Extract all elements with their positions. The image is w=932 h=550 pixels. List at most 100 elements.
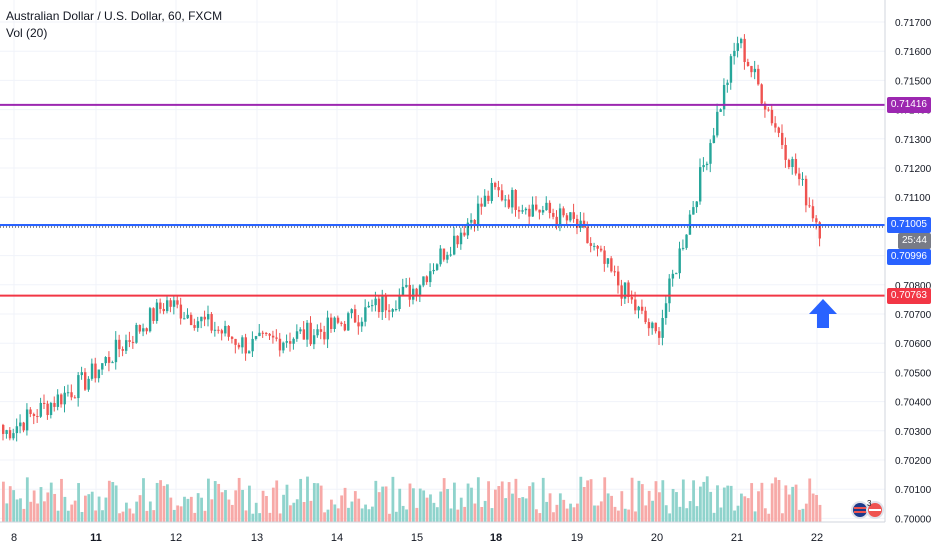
volume-bar — [603, 477, 607, 522]
candle-body — [576, 218, 579, 228]
candle-body — [261, 332, 265, 334]
candle-body — [634, 299, 637, 311]
candle-body — [815, 218, 818, 223]
candle-body — [66, 392, 70, 394]
volume-bar — [647, 490, 651, 522]
candle-body — [538, 209, 541, 213]
candle-body — [343, 323, 347, 331]
volume-bar — [384, 486, 388, 522]
candle-body — [442, 248, 446, 260]
volume-bar — [664, 505, 668, 522]
candle-body — [142, 328, 145, 332]
candle-body — [668, 278, 671, 304]
volume-bar — [101, 510, 104, 522]
volume-bar — [760, 482, 764, 522]
volume-bar — [531, 482, 535, 522]
symbol-title[interactable]: Australian Dollar / U.S. Dollar, 60, FXC… — [6, 9, 223, 23]
candle-body — [432, 269, 435, 272]
candle-body — [463, 232, 466, 236]
candle-body — [114, 339, 118, 363]
volume-bar — [343, 487, 347, 522]
volume-bar — [668, 513, 672, 522]
candle-body — [251, 338, 254, 352]
volume-bar — [121, 511, 125, 522]
candle-body — [565, 215, 569, 221]
candle-body — [32, 414, 36, 417]
volume-bar — [627, 509, 631, 522]
candle-body — [70, 392, 73, 398]
volume-indicator-label[interactable]: Vol (20) — [6, 26, 48, 40]
volume-bar — [538, 513, 542, 522]
candle-body — [586, 227, 589, 244]
candle-body — [425, 276, 429, 283]
candle-body — [125, 340, 128, 351]
candle-body — [217, 329, 220, 331]
volume-bar — [94, 510, 98, 522]
volume-bar — [261, 490, 265, 522]
volume-bar — [405, 509, 408, 522]
candle-body — [630, 297, 634, 300]
volume-bar — [763, 508, 767, 522]
candle-body — [569, 212, 572, 221]
volume-bar — [770, 483, 774, 522]
candle-body — [548, 202, 552, 214]
candle-body — [422, 276, 425, 286]
volume-bar — [107, 480, 111, 522]
volume-bar — [176, 505, 180, 522]
candle-body — [384, 296, 388, 311]
candle-body — [466, 222, 470, 236]
volume-bar — [66, 510, 70, 522]
economic-events-icon[interactable]: 3 — [850, 498, 892, 522]
volume-bar — [114, 485, 118, 522]
volume-bar — [514, 478, 518, 522]
candle-body — [562, 208, 565, 216]
candle-body — [254, 336, 258, 339]
volume-bar — [183, 496, 186, 522]
volume-bar — [340, 495, 344, 522]
time-axis[interactable]: 8 11 12 13 14 15 18 19 20 21 22 — [0, 521, 885, 544]
candle-body — [360, 321, 364, 327]
candle-body — [159, 302, 162, 309]
candle-body — [398, 295, 401, 309]
volume-bar — [453, 482, 456, 522]
volume-bar — [159, 480, 162, 522]
volume-bar — [148, 501, 152, 522]
candle-body — [357, 322, 360, 327]
volume-bar — [470, 487, 473, 522]
volume-bar — [285, 484, 289, 522]
volume-bar — [746, 498, 750, 522]
volume-bar — [524, 498, 528, 522]
volume-bar — [244, 510, 248, 522]
candle-body — [97, 369, 101, 379]
volume-bar — [548, 493, 552, 522]
candle-body — [439, 248, 442, 265]
candle-body — [183, 318, 186, 320]
candle-body — [60, 394, 63, 405]
volume-bar — [326, 509, 330, 522]
candle-body — [135, 324, 138, 343]
candle-body — [5, 430, 8, 434]
candle-body — [299, 329, 302, 332]
volume-bar — [12, 490, 16, 522]
volume-bar — [558, 493, 562, 522]
volume-bar — [227, 499, 231, 522]
candle-body — [675, 273, 678, 275]
volume-bar — [241, 489, 244, 522]
candle-body — [367, 305, 370, 308]
volume-bar — [654, 481, 658, 522]
candle-body — [671, 273, 675, 279]
volume-bar — [490, 508, 494, 522]
volume-bar — [84, 495, 87, 522]
candle-body — [429, 271, 432, 283]
volume-bar — [224, 490, 227, 522]
volume-bar — [702, 481, 706, 522]
candle-body — [740, 38, 743, 44]
candle-body — [36, 416, 39, 418]
candle-body — [661, 317, 664, 338]
horizontal-levels[interactable] — [0, 103, 885, 297]
candle-body — [213, 329, 217, 331]
volume-bar — [248, 485, 251, 522]
candle-body — [230, 336, 234, 339]
candle-body — [589, 243, 593, 246]
